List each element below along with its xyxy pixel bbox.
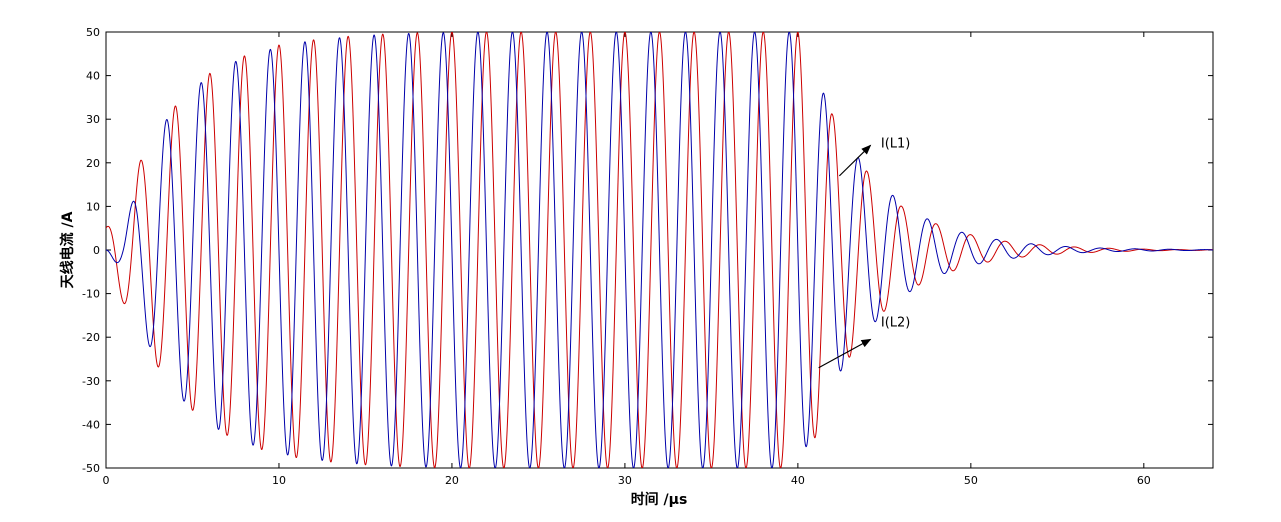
annotation-arrow-l2	[818, 338, 872, 369]
x-tick-label: 60	[1137, 474, 1151, 487]
y-axis-label: 天线电流 /A	[59, 211, 76, 288]
y-tick-label: -10	[82, 288, 100, 301]
x-tick-label: 50	[964, 474, 978, 487]
y-tick-label: -30	[82, 375, 100, 388]
y-tick-label: 0	[93, 244, 100, 257]
annotations: I(L1) I(L2)	[818, 137, 911, 369]
annotation-label-l1: I(L1)	[881, 137, 911, 152]
y-tick-label: 20	[86, 157, 100, 170]
x-tick-label: 0	[103, 474, 110, 487]
x-tick-label: 40	[791, 474, 805, 487]
series-group	[106, 32, 1213, 468]
y-tick-label: -20	[82, 331, 100, 344]
series-line-i-l1-	[106, 32, 1213, 468]
x-axis-label: 时间 /μs	[631, 491, 688, 508]
y-tick-label: -40	[82, 418, 100, 431]
x-tick-label: 30	[618, 474, 632, 487]
x-axis: 0 10 20 30 40 50 60	[103, 32, 1151, 487]
y-tick-label: 40	[86, 70, 100, 83]
annotation-arrow-l1	[838, 144, 872, 177]
y-tick-label: 30	[86, 113, 100, 126]
annotation-label-l2: I(L2)	[881, 315, 911, 330]
x-tick-label: 10	[272, 474, 286, 487]
y-axis: -50 -40 -30 -20 -10 0 10 20 30 40 50	[82, 26, 1213, 475]
x-tick-label: 20	[445, 474, 459, 487]
series-line-i-l2-	[106, 32, 1213, 468]
y-tick-label: 50	[86, 26, 100, 39]
y-tick-label: -50	[82, 462, 100, 475]
y-tick-label: 10	[86, 200, 100, 213]
